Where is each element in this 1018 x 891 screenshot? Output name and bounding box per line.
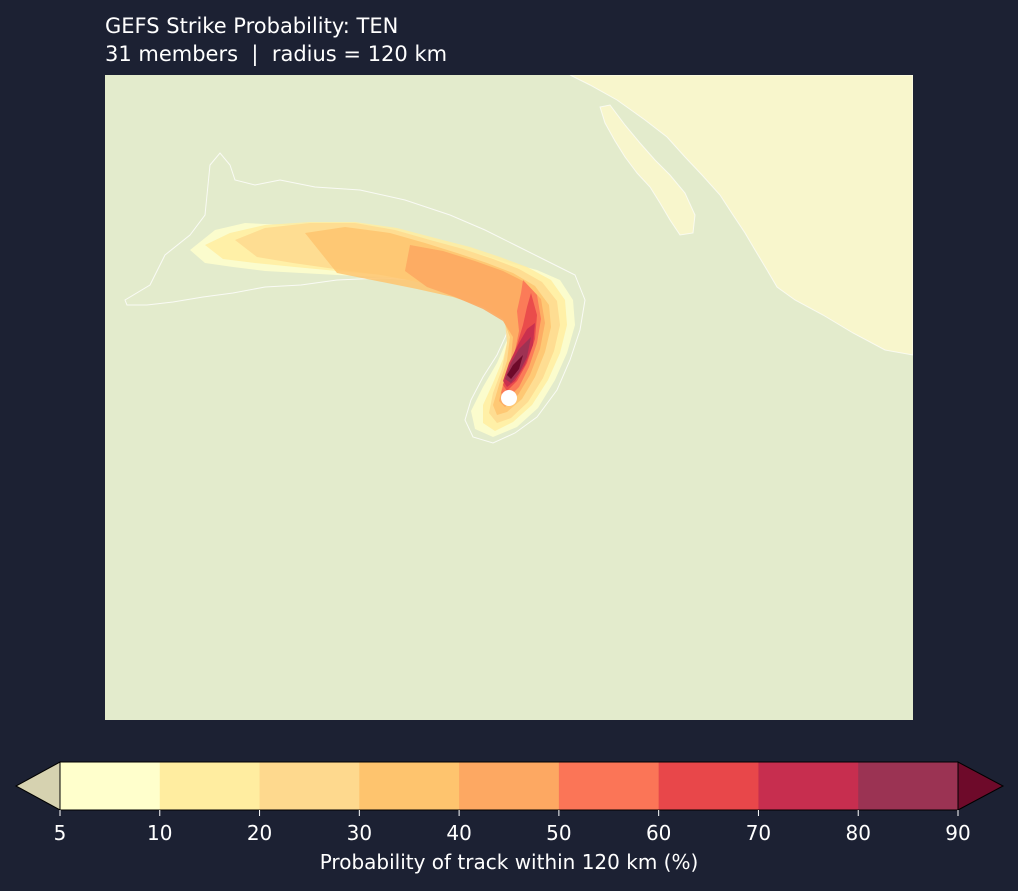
colorbar-under-extension [14, 761, 61, 811]
map-subtitle: 31 members | radius = 120 km [105, 42, 448, 66]
colorbar-tick-label: 30 [347, 821, 372, 845]
map-title: GEFS Strike Probability: TEN [105, 14, 399, 38]
colorbar-bin-20-30 [259, 762, 360, 810]
contour-5pct-outline [124, 152, 586, 444]
colorbar-tick-label: 70 [746, 821, 771, 845]
strike-probability-map [105, 75, 913, 720]
colorbar-bin-70-80 [758, 762, 859, 810]
colorbar-tick-label: 20 [247, 821, 272, 845]
colorbar-frame [59, 761, 959, 811]
baja-california [599, 104, 696, 236]
colorbar-tick-label: 10 [147, 821, 172, 845]
colorbar-tick-label: 90 [945, 821, 970, 845]
colorbar-bin-80-90 [858, 762, 959, 810]
colorbar-bin-5-10 [60, 762, 161, 810]
colorbar-bins [60, 762, 959, 810]
colorbar-bin-30-40 [359, 762, 460, 810]
contour-band-90 [507, 355, 523, 379]
colorbar-bin-10-20 [159, 762, 261, 810]
probability-colorbar: 5 10 20 30 40 50 60 70 80 90 [14, 761, 1005, 845]
colorbar-tick-label: 40 [446, 821, 471, 845]
colorbar-ticks: 5 10 20 30 40 50 60 70 80 90 [54, 810, 971, 845]
colorbar-tick-label: 5 [54, 821, 67, 845]
colorbar-label: Probability of track within 120 km (%) [319, 850, 699, 874]
mexico-mainland [569, 75, 913, 356]
storm-position-marker [501, 390, 517, 406]
colorbar-tick-label: 60 [646, 821, 671, 845]
colorbar-bin-50-60 [558, 762, 660, 810]
colorbar-bin-60-70 [658, 762, 759, 810]
colorbar-tick-label: 80 [845, 821, 870, 845]
colorbar-tick-label: 50 [546, 821, 571, 845]
colorbar-over-extension [957, 761, 1005, 811]
colorbar-bin-40-50 [459, 762, 560, 810]
